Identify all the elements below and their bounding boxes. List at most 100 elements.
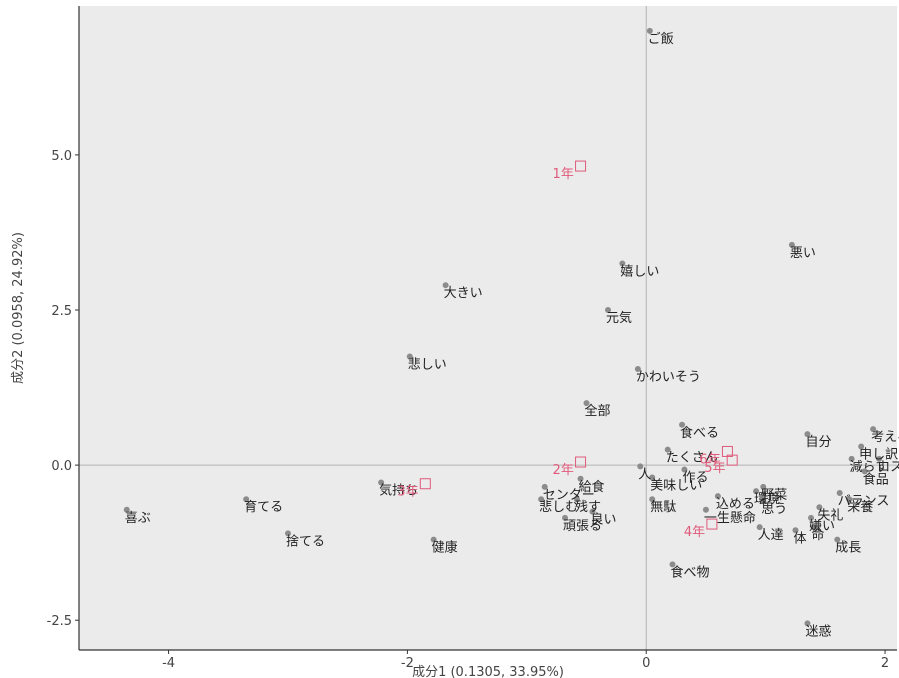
word-label: 命 (811, 527, 824, 543)
y-tick-label: 0.0 (51, 459, 72, 474)
x-tick-label: 0 (642, 656, 650, 671)
word-point (848, 455, 855, 462)
word-label: かわいそう (636, 370, 701, 385)
word-label: 嫌い (809, 519, 835, 534)
word-point (714, 493, 721, 500)
word-label: 大きい (444, 286, 483, 301)
word-point (577, 475, 584, 482)
word-point (442, 282, 449, 289)
word-label: 思う (761, 502, 787, 517)
word-label: 申し訳 (859, 448, 898, 463)
plot-background (79, 6, 897, 650)
word-label: センター (543, 488, 595, 503)
grade-point (419, 478, 431, 490)
grade-label: 5年 (704, 461, 725, 476)
word-point (702, 506, 709, 513)
word-label: 残す (575, 500, 601, 515)
word-label: たくさん (666, 451, 718, 466)
word-point (664, 446, 671, 453)
word-label: 迷惑 (805, 623, 831, 639)
y-tick-label: -2.5 (47, 614, 72, 629)
word-label: 給食 (579, 479, 605, 495)
x-axis-title: 成分1 (0.1305, 33.95%) (412, 665, 564, 678)
word-point (562, 514, 569, 521)
word-point (816, 504, 823, 511)
grade-point (575, 160, 587, 172)
word-point (760, 498, 767, 505)
word-point (284, 530, 291, 537)
word-point (792, 527, 799, 534)
word-point (753, 488, 760, 495)
word-label: バランス (838, 494, 890, 509)
word-point (541, 483, 548, 490)
word-point (836, 490, 843, 497)
grade-label: 1年 (553, 167, 574, 182)
word-label: 栄養 (847, 499, 873, 515)
word-label: 自分 (805, 435, 831, 450)
word-point (634, 365, 641, 372)
word-point (834, 536, 841, 543)
word-point (846, 496, 853, 503)
word-label: 育てる (244, 499, 283, 515)
word-point (589, 508, 596, 515)
word-label: ご飯 (648, 31, 674, 47)
word-point (788, 241, 795, 248)
word-label: 美味しい (650, 479, 702, 494)
word-label: 食品 (863, 471, 889, 487)
word-point (870, 426, 877, 433)
grade-point (706, 518, 718, 530)
y-axis-title: 成分2 (0.0958, 24.92%) (11, 232, 26, 384)
word-point (804, 431, 811, 438)
grade-label: 6年 (699, 452, 720, 467)
word-label: 考える (871, 430, 899, 445)
word-point (649, 496, 656, 503)
x-tick-label: 2 (881, 656, 889, 671)
word-label: 込める (716, 497, 755, 512)
word-point (810, 524, 817, 531)
word-label: 喜ぶ (125, 511, 151, 526)
word-label: 悲しむ (539, 499, 578, 515)
word-label: 野菜 (761, 488, 787, 503)
y-tick-label: 2.5 (51, 304, 72, 319)
word-point (646, 27, 653, 34)
word-label: 食べ物 (670, 564, 709, 580)
word-point (619, 260, 626, 267)
word-point (804, 620, 811, 627)
word-point (406, 353, 413, 360)
word-point (573, 496, 580, 503)
word-label: 人達 (758, 528, 784, 543)
word-label: 環境 (754, 492, 780, 507)
word-point (123, 506, 130, 513)
word-label: 健康 (432, 540, 458, 556)
word-point (538, 496, 545, 503)
x-tick-label: -2 (401, 656, 414, 671)
word-label: 成長 (835, 541, 861, 556)
grade-label: 4年 (684, 525, 705, 540)
x-tick-label: -4 (162, 656, 175, 671)
word-label: 元気 (606, 310, 632, 326)
word-label: 作る (682, 470, 708, 485)
word-label: 頑張る (563, 519, 602, 534)
word-label: ロス (877, 460, 899, 475)
word-label: 悲しい (408, 357, 447, 373)
grade-label: 2年 (553, 463, 574, 478)
word-point (876, 455, 883, 462)
word-label: 気持ち (379, 482, 418, 498)
word-label: 悪い (790, 246, 816, 261)
word-label: 人 (638, 467, 651, 482)
word-point (637, 463, 644, 470)
word-point (679, 421, 686, 428)
word-label: 食べる (680, 425, 719, 441)
grade-point (721, 445, 733, 457)
word-label: 体 (793, 531, 806, 546)
word-label: 失礼 (817, 507, 843, 523)
word-point (756, 524, 763, 531)
word-label: 無駄 (650, 500, 676, 515)
word-point (858, 443, 865, 450)
word-point (669, 561, 676, 568)
grade-label: 3年 (397, 485, 418, 500)
word-point (681, 466, 688, 473)
word-point (430, 536, 437, 543)
word-label: 減らす (850, 459, 889, 475)
